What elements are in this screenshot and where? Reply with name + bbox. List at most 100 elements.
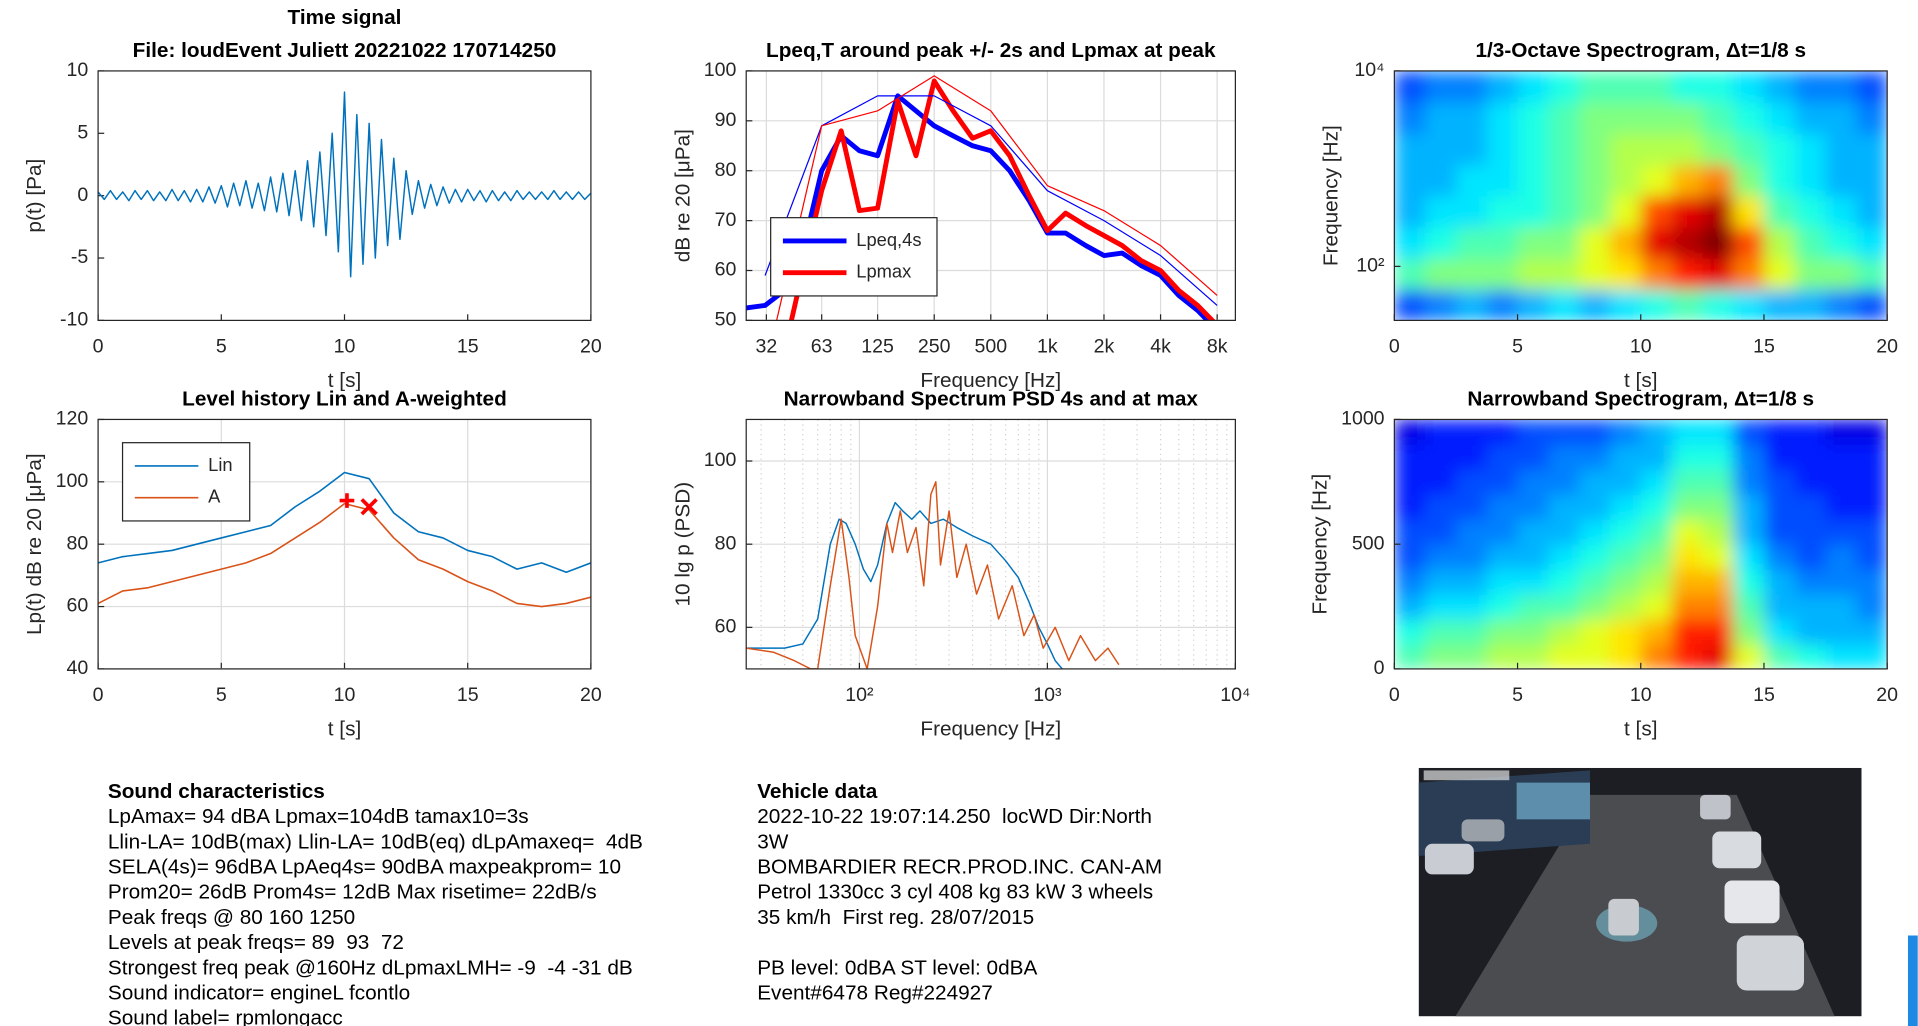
- heatmap-cell: [1763, 102, 1796, 134]
- heatmap-cell: [1671, 195, 1703, 228]
- heatmap-cell: [1455, 419, 1488, 446]
- x-tick-label: 2k: [1094, 335, 1115, 357]
- data-line: [98, 91, 591, 278]
- heatmap-cell: [1671, 70, 1703, 103]
- heatmap-cell: [1856, 102, 1888, 134]
- heatmap-cell: [1825, 258, 1857, 290]
- heatmap-cell: [1702, 419, 1734, 446]
- chart-title: Lpeq,T around peak +/- 2s and Lpmax at p…: [766, 39, 1216, 62]
- chart-title: 1/3-Octave Spectrogram, Δt=1/8 s: [1475, 39, 1806, 62]
- heatmap-cell: [1425, 619, 1457, 645]
- heatmap-cell: [1733, 226, 1765, 259]
- x-tick-label: 10³: [1033, 684, 1062, 706]
- y-tick-label: 40: [67, 657, 89, 679]
- x-tick-label: 10: [1630, 684, 1652, 706]
- x-axis-label: t [s]: [1624, 369, 1657, 392]
- heatmap-cell: [1733, 619, 1765, 645]
- heatmap-cell: [1794, 569, 1827, 595]
- x-tick-label: 125: [861, 335, 894, 357]
- heatmap-cell: [1609, 519, 1642, 545]
- heatmap-cell: [1425, 569, 1457, 595]
- camera-photo: [1418, 767, 1862, 1017]
- heatmap-cell: [1671, 594, 1703, 620]
- x-tick-label: 1k: [1037, 335, 1058, 357]
- y-tick-label: 80: [715, 159, 737, 181]
- legend-box: [121, 442, 251, 522]
- heatmap-cell: [1455, 544, 1488, 570]
- legend-label: Lpeq,4s: [856, 229, 921, 250]
- heatmap-cell: [1609, 544, 1642, 570]
- heatmap-cell: [1486, 226, 1519, 259]
- heatmap-cell: [1702, 519, 1734, 545]
- heatmap-cell: [1856, 419, 1888, 446]
- heatmap-cell: [1455, 444, 1488, 470]
- axes-box: [1393, 418, 1888, 670]
- y-tick-label: 0: [77, 184, 88, 206]
- heatmap-cell: [1763, 643, 1796, 669]
- heatmap-cell: [1671, 226, 1703, 259]
- heatmap-cell: [1486, 444, 1519, 470]
- heatmap-cell: [1671, 519, 1703, 545]
- heatmap-cell: [1609, 619, 1642, 645]
- x-tick-label: 5: [216, 335, 227, 357]
- x-axis-label: t [s]: [1624, 718, 1657, 741]
- heatmap-cell: [1455, 70, 1488, 103]
- heatmap-cell: [1517, 444, 1549, 470]
- y-tick-label: 100: [704, 449, 737, 471]
- x-tick-label: 5: [1512, 684, 1523, 706]
- heatmap-cell: [1425, 594, 1457, 620]
- x-axis-label: Frequency [Hz]: [920, 369, 1061, 392]
- heatmap-cell: [1455, 102, 1488, 134]
- heatmap-cell: [1517, 544, 1549, 570]
- heatmap-cell: [1825, 619, 1857, 645]
- y-tick-label: 1000: [1341, 408, 1385, 430]
- x-tick-label: 0: [1389, 684, 1400, 706]
- heatmap-cell: [1825, 469, 1857, 495]
- legend-label: Lpmax: [856, 261, 911, 282]
- heatmap-cell: [1763, 195, 1796, 228]
- heatmap-cell: [1609, 133, 1642, 166]
- heatmap-cell: [1794, 164, 1827, 197]
- heatmap-cell: [1548, 594, 1580, 620]
- x-tick-label: 32: [755, 335, 777, 357]
- subplot: 32 63 125 250 500 1k 2k 4k 8k 50 60 70 80 90 100 Lpeq,4…: [671, 39, 1236, 392]
- heatmap-cell: [1517, 164, 1549, 197]
- heatmap-cell: [1794, 469, 1827, 495]
- heatmap-cell: [1702, 164, 1734, 197]
- heatmap-cell: [1763, 133, 1796, 166]
- heatmap-cell: [1702, 544, 1734, 570]
- heatmap-cell: [1671, 494, 1703, 520]
- heatmap-cell: [1486, 494, 1519, 520]
- heatmap-cell: [1856, 164, 1888, 197]
- heatmap-cell: [1794, 102, 1827, 134]
- heatmap-cell: [1702, 226, 1734, 259]
- heatmap-cell: [1425, 643, 1457, 669]
- heatmap-cell: [1425, 289, 1457, 321]
- heatmap-cell: [1579, 643, 1611, 669]
- heatmap-cell: [1425, 494, 1457, 520]
- heatmap-cell: [1702, 258, 1734, 290]
- heatmap-cell: [1425, 469, 1457, 495]
- info-line: Strongest freq peak @160Hz dLpmaxLMH= -9…: [108, 956, 633, 979]
- heatmap-cell: [1394, 226, 1426, 259]
- heatmap-cell: [1548, 258, 1580, 290]
- heatmap-cell: [1825, 444, 1857, 470]
- heatmap-cell: [1455, 469, 1488, 495]
- heatmap-cell: [1579, 569, 1611, 595]
- heatmap-cell: [1733, 444, 1765, 470]
- heatmap-cell: [1486, 469, 1519, 495]
- info-line: Petrol 1330cc 3 cyl 408 kg 83 kW 3 wheel…: [757, 881, 1153, 904]
- heatmap-cell: [1394, 569, 1426, 595]
- heatmap-cell: [1794, 419, 1827, 446]
- heatmap-cell: [1640, 619, 1673, 645]
- heatmap-cell: [1579, 226, 1611, 259]
- heatmap-cell: [1394, 419, 1426, 446]
- block-title: Sound characteristics: [108, 780, 325, 803]
- heatmap-cell: [1856, 519, 1888, 545]
- heatmap-cell: [1609, 469, 1642, 495]
- heatmap-cell: [1486, 519, 1519, 545]
- heatmap-cell: [1486, 102, 1519, 134]
- heatmap-cell: [1763, 289, 1796, 321]
- subplot: 0 5 10 15 20 0 500 1000 Narrowband Spectrogram, …: [1308, 387, 1898, 740]
